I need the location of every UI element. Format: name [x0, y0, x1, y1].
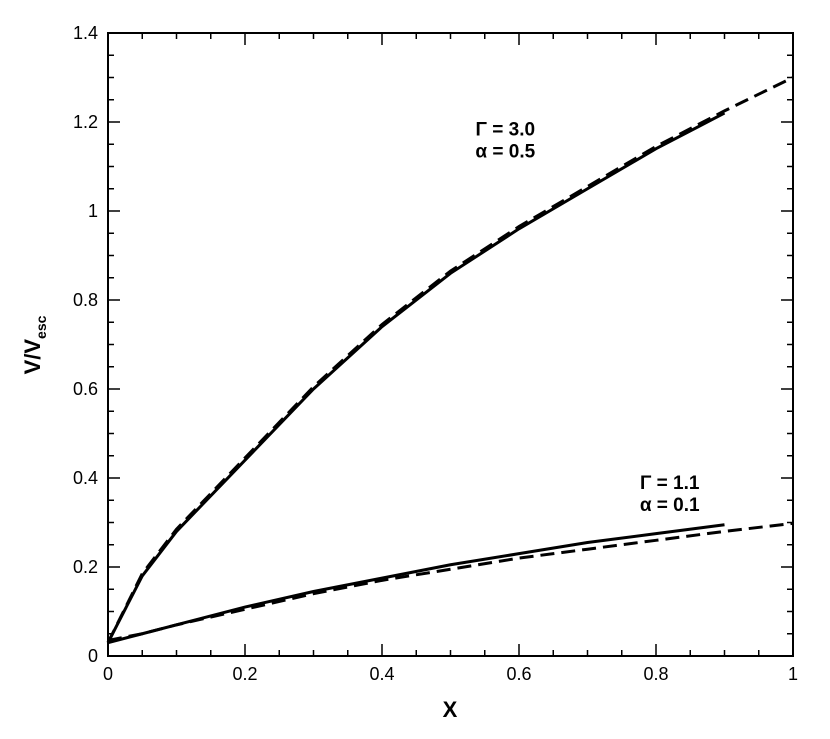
x-tick-label: 0 — [103, 664, 113, 684]
annotation: Γ = 3.0 α = 0.5 — [475, 119, 535, 162]
y-tick-label: 1.4 — [73, 23, 98, 43]
x-axis-label: X — [443, 697, 458, 722]
y-tick-label: 0.8 — [73, 290, 98, 310]
x-tick-label: 0.2 — [232, 664, 257, 684]
y-axis-label-main: V/V — [20, 339, 45, 375]
y-tick-label: 1 — [88, 201, 98, 221]
annotation-line: α = 0.1 — [640, 495, 700, 516]
annotation-line: Γ = 3.0 — [476, 119, 536, 140]
y-tick-label: 0.4 — [73, 468, 98, 488]
x-tick-label: 1 — [788, 664, 798, 684]
y-tick-label: 1.2 — [73, 112, 98, 132]
x-tick-label: 0.6 — [506, 664, 531, 684]
y-tick-label: 0 — [88, 646, 98, 666]
y-axis-label-sub: esc — [33, 315, 49, 339]
line-series — [106, 76, 794, 644]
x-tick-label: 0.8 — [643, 664, 668, 684]
line-series — [107, 523, 725, 645]
y-tick-label: 0.6 — [73, 379, 98, 399]
y-tick-label: 0.2 — [73, 557, 98, 577]
x-tick-label: 0.4 — [369, 664, 394, 684]
y-axis-label: V/Vesc — [20, 315, 49, 374]
plot-frame — [107, 32, 794, 657]
annotation-line: α = 0.5 — [475, 141, 535, 162]
line-series — [107, 521, 794, 642]
annotation-line: Γ = 1.1 — [640, 473, 700, 494]
annotation: Γ = 1.1 α = 0.1 — [640, 473, 700, 516]
line-series — [106, 111, 726, 644]
